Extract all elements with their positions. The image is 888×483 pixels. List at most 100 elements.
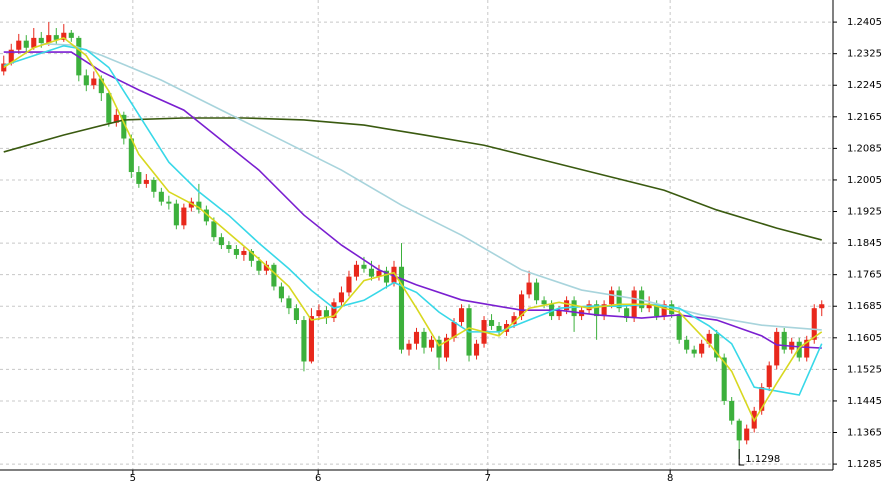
candle-body [211,221,217,238]
candle-body [376,270,382,277]
candle-body [46,35,52,44]
candle-body [203,209,209,222]
candle-body [586,304,592,311]
candle-body [684,339,690,350]
candle-body [624,308,630,319]
candle-body [443,337,450,358]
candle-body [38,37,44,44]
candle-body [83,75,89,86]
candle-body [278,286,284,299]
candle-body [714,333,720,358]
y-tick-label: 1.1845 [847,238,882,249]
candle-body [564,300,570,311]
moving-average-line [3,44,823,396]
candle-body [511,316,517,324]
candle-body [406,343,412,350]
candle-body [699,343,705,354]
candle-body [61,32,67,40]
low-marker [738,448,745,466]
candle-body [98,78,104,94]
candle-body [736,420,742,441]
candle-body [368,268,375,277]
candle-body [819,304,825,309]
candle-body [188,201,194,208]
candle-body [766,365,772,388]
candle-body [91,78,97,86]
candle-body [151,179,157,192]
candle-body [759,387,765,411]
candle-body [248,250,254,261]
candle-body [541,300,547,305]
candle-body [241,250,247,255]
candle-body [669,304,675,315]
candle-body [781,331,787,350]
candle-body [106,93,112,123]
moving-average-line [3,117,822,241]
candle-body [263,264,269,271]
candle-body [136,172,142,184]
candle-body [556,310,562,317]
candle-body [609,290,615,305]
candle-body [113,114,119,123]
y-tick-label: 1.2005 [847,175,882,186]
candle-body [331,302,337,319]
candle-body [676,314,682,340]
candle-body [519,294,525,317]
candle-body [271,264,277,287]
x-tick-label: 8 [667,473,673,483]
candle-body [391,266,397,283]
candle-body [143,179,149,184]
candle-body [316,310,322,317]
candle-body [23,40,29,48]
candle-body [346,276,352,293]
y-tick-label: 1.1605 [847,333,882,344]
candle-body [293,308,299,321]
candle-body [121,114,127,139]
candle-body [353,264,360,277]
candle-body [166,201,172,204]
candle-body [774,331,780,366]
candle-body [811,308,817,340]
x-tick-label: 5 [130,473,136,483]
y-tick-label: 1.1685 [847,301,882,312]
candle-body [534,282,540,301]
candle-body [421,331,427,348]
candle-body [526,282,532,295]
candle-body [458,308,465,323]
moving-average-line [3,51,822,349]
candle-body [8,49,14,64]
candle-body [496,325,502,332]
candle-body [804,339,810,358]
candle-body [654,304,660,317]
candle-body [451,322,457,338]
x-tick-label: 7 [485,473,491,483]
y-tick-label: 1.2165 [847,112,882,123]
candle-body [729,400,735,421]
candle-body [744,428,750,441]
candle-body [233,249,239,255]
low-label: 1.1298 [745,454,780,465]
candle-body [398,266,405,350]
candle-body [181,207,187,226]
candle-body [53,35,59,40]
candle-body [68,32,74,38]
candle-body [158,191,164,202]
candle-body [721,357,727,401]
candle-body [226,245,232,250]
candle-body [706,333,712,344]
moving-average-line [3,36,823,423]
candle-body [286,298,292,309]
y-tick-label: 1.2085 [847,143,882,154]
candle-body [323,310,329,319]
candle-body [16,40,22,50]
candle-body [256,260,262,271]
candle-body [301,320,307,362]
y-tick-label: 1.1925 [847,207,882,218]
candle-body [128,138,134,173]
candle-body [601,304,607,317]
candle-body [173,203,179,226]
y-tick-label: 1.2325 [847,49,882,60]
x-tick-label: 6 [315,473,321,483]
